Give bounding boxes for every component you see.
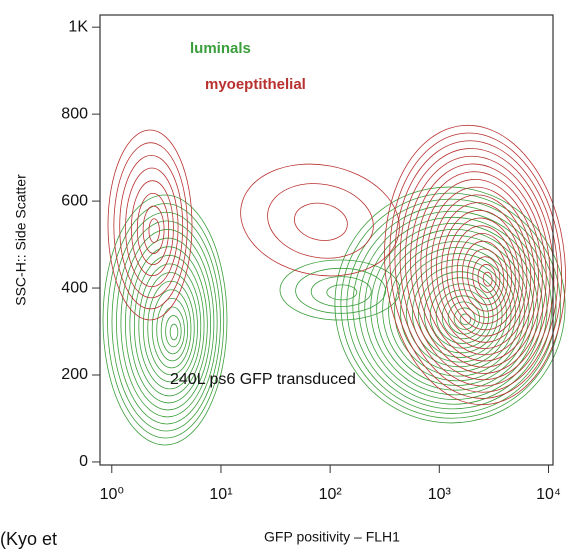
contour [147, 280, 195, 376]
group-label: luminals [190, 40, 251, 57]
contour [160, 306, 185, 355]
contour [295, 267, 387, 314]
contour [456, 233, 512, 318]
contour [111, 211, 221, 432]
contour [472, 256, 501, 300]
contour [467, 248, 505, 306]
contour [441, 295, 485, 340]
contour [125, 167, 179, 288]
contour [151, 289, 192, 369]
contour [294, 202, 348, 241]
plot-frame [99, 14, 554, 466]
contour [376, 228, 534, 391]
contour [417, 271, 503, 358]
x-axis-title: GFP positivity – FLH1 [264, 529, 400, 545]
contour [423, 277, 498, 354]
y-tick-label: 200 [61, 366, 88, 383]
contour [435, 289, 489, 344]
contour [451, 225, 516, 324]
contour [107, 203, 225, 439]
y-axis-title: SSC-H:: Side Scatter [13, 174, 29, 306]
y-tick-label: 400 [61, 279, 88, 296]
contour [482, 271, 493, 287]
contour [412, 265, 507, 363]
contour [310, 276, 372, 308]
x-tick-label: 10⁴ [536, 486, 561, 503]
contour [107, 129, 193, 321]
contour [364, 216, 543, 400]
contour [410, 163, 547, 374]
contour [267, 183, 374, 259]
contour [116, 220, 218, 425]
contour [142, 205, 165, 254]
contour [459, 313, 471, 326]
contour [389, 132, 563, 399]
group-label: myoeptithelial [205, 76, 306, 93]
x-tick-label: 10³ [428, 486, 452, 503]
contour [340, 192, 561, 419]
contour [425, 186, 536, 356]
contour [446, 217, 520, 331]
contour-layer [102, 124, 566, 446]
contour [169, 323, 179, 341]
contour [120, 229, 215, 418]
contour [102, 194, 228, 446]
contour [113, 142, 188, 310]
y-tick-label: 1K [68, 18, 88, 35]
contour [165, 315, 182, 348]
contour [441, 209, 524, 337]
annotation: 240L ps6 GFP transduced [170, 371, 356, 388]
contour [279, 259, 401, 321]
contour [119, 154, 184, 299]
contour [404, 155, 551, 381]
contour [240, 163, 400, 277]
contour [447, 301, 480, 335]
contour [384, 124, 566, 406]
y-tick-label: 800 [61, 105, 88, 122]
contour [148, 218, 160, 243]
caption: (Kyo et [0, 529, 57, 549]
contour [133, 254, 205, 397]
contour [461, 240, 509, 312]
contour [346, 198, 557, 414]
contour [136, 192, 170, 266]
x-tick-label: 10² [319, 486, 343, 503]
contour [326, 284, 358, 301]
contour [334, 186, 566, 424]
contour [400, 253, 516, 372]
contour [394, 140, 559, 393]
contour [156, 297, 189, 362]
contour [142, 272, 198, 383]
contour [477, 264, 497, 293]
x-tick-label: 10⁰ [100, 486, 124, 503]
y-tick-label: 600 [61, 192, 88, 209]
contour [429, 283, 494, 349]
contour [382, 235, 530, 386]
contour [388, 241, 525, 382]
contour [420, 179, 539, 362]
contour [130, 180, 174, 277]
contour [129, 246, 208, 404]
contour [138, 263, 202, 390]
x-tick-label: 10¹ [209, 486, 232, 503]
contour [415, 171, 543, 368]
y-tick-label: 0 [79, 453, 88, 470]
contour [436, 202, 528, 343]
contour [430, 194, 532, 349]
